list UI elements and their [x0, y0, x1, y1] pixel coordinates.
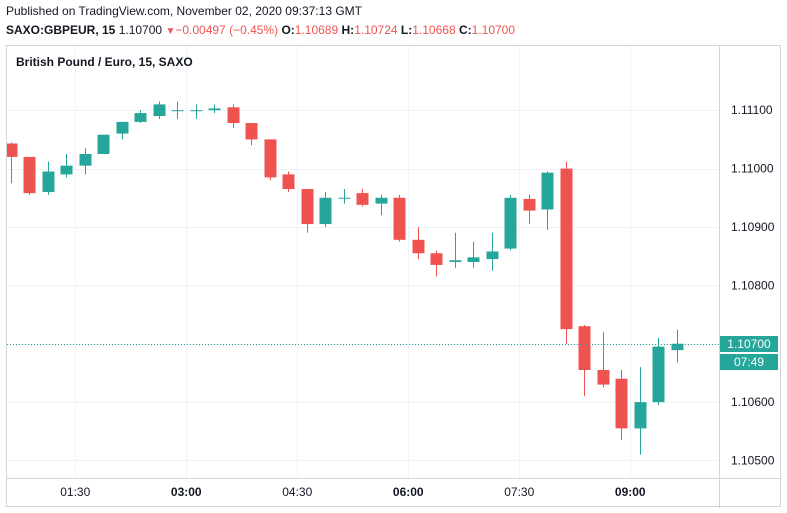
y-tick-label: 1.10600 — [731, 395, 775, 409]
candlestick-chart[interactable]: 1.11100 1.11000 1.10900 1.10800 1.10700 1.106… — [7, 46, 782, 508]
candle-body — [264, 139, 277, 178]
x-tick-label: 09:00 — [615, 485, 646, 499]
chart-header: Published on TradingView.com, November 0… — [6, 4, 515, 37]
candle-body — [523, 198, 536, 211]
x-tick-label: 01:30 — [60, 485, 90, 499]
candle-body — [486, 251, 499, 260]
chart-panel[interactable]: 1.11100 1.11000 1.10900 1.10800 1.10700 1.106… — [6, 45, 782, 508]
ohlc-line: SAXO:GBPEUR, 15 1.10700 ▼−0.00497 (−0.45… — [6, 23, 515, 37]
candle-body — [449, 260, 462, 262]
candle-body — [430, 253, 443, 265]
candle-body — [60, 165, 73, 175]
high-value: 1.10724 — [354, 23, 398, 37]
y-tick-label: 1.10900 — [731, 220, 775, 234]
countdown-tag: 07:49 — [720, 353, 778, 370]
candle-body — [375, 197, 388, 204]
chart-title: British Pound / Euro, 15, SAXO — [16, 55, 193, 69]
candle-body — [301, 189, 314, 225]
candle-body — [245, 123, 258, 140]
candle-body — [578, 326, 591, 370]
candle-body — [208, 108, 221, 111]
candle-body — [356, 193, 369, 205]
candle-body — [597, 370, 610, 385]
candle-body — [227, 107, 240, 124]
y-tick-label: 1.10800 — [731, 278, 775, 292]
candle-body — [467, 257, 480, 262]
low-label: L: — [400, 23, 413, 37]
candle-body — [79, 154, 92, 166]
candle-body — [134, 113, 147, 122]
candle-body — [7, 143, 18, 157]
candle-body — [541, 172, 554, 210]
candle-body — [23, 156, 36, 194]
close-value: 1.10700 — [471, 23, 516, 37]
down-arrow-icon: ▼ — [165, 26, 176, 37]
x-tick-label: 06:00 — [393, 485, 424, 499]
candle-body — [116, 121, 129, 134]
open-value: 1.10689 — [294, 23, 339, 37]
x-tick-label: 07:30 — [504, 485, 534, 499]
symbol-label: SAXO:GBPEUR, 15 — [6, 23, 116, 37]
candle-body — [190, 110, 203, 112]
candle-body — [634, 402, 647, 429]
y-tick-label: 1.11100 — [731, 103, 773, 117]
x-tick-label: 04:30 — [282, 485, 312, 499]
candle-body — [412, 239, 425, 254]
candle-body — [393, 197, 406, 240]
open-label: O: — [281, 23, 295, 37]
candle-body — [560, 168, 573, 330]
close-label: C: — [458, 23, 472, 37]
candle-body — [153, 104, 166, 117]
price-change: −0.00497 (−0.45%) — [175, 23, 279, 37]
candle-body — [671, 343, 684, 351]
candle-body — [319, 197, 332, 225]
current-price-tag: 1.10700 — [720, 335, 778, 352]
last-price: 1.10700 — [118, 23, 163, 37]
high-label: H: — [341, 23, 355, 37]
candle-body — [338, 197, 351, 199]
y-tick-label: 1.10500 — [731, 453, 775, 467]
x-tick-label: 03:00 — [171, 485, 202, 499]
candle-body — [97, 134, 110, 154]
candle-body — [42, 171, 55, 192]
candle-body — [282, 174, 295, 190]
y-tick-label: 1.11000 — [731, 162, 774, 176]
published-line: Published on TradingView.com, November 0… — [6, 4, 362, 18]
candle-body — [504, 197, 517, 249]
low-value: 1.10668 — [412, 23, 456, 37]
candle-body — [171, 110, 184, 112]
candle-body — [652, 346, 665, 403]
candle-body — [615, 378, 628, 429]
